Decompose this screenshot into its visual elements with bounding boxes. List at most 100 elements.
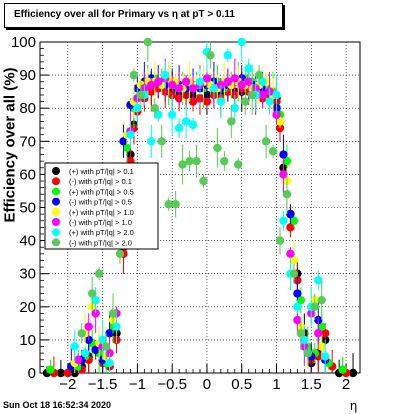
data-point xyxy=(314,276,323,285)
legend-entry: (-) with pT/|q| > 0.5 xyxy=(69,198,132,207)
data-point xyxy=(174,84,184,93)
data-point xyxy=(261,137,271,146)
data-point xyxy=(314,329,323,338)
data-point xyxy=(227,117,236,126)
data-point xyxy=(167,80,177,90)
data-point xyxy=(119,137,128,146)
data-point xyxy=(84,322,93,331)
data-point xyxy=(317,322,326,331)
data-point xyxy=(237,37,246,47)
chart-title-box: Efficiency over all for Primary vs η at … xyxy=(4,3,283,28)
data-point xyxy=(213,143,222,153)
data-point xyxy=(91,295,100,305)
chart-title: Efficiency over all for Primary vs η at … xyxy=(14,9,235,20)
data-point xyxy=(272,110,281,120)
data-point xyxy=(195,77,205,86)
data-point xyxy=(241,97,250,106)
y-tick-label: 80 xyxy=(19,100,36,117)
data-point xyxy=(185,156,194,166)
y-tick-label: 90 xyxy=(19,67,36,84)
y-tick-label: 30 xyxy=(19,266,36,283)
timestamp: Sun Oct 18 16:52:34 2020 xyxy=(3,400,112,410)
x-tick-label: −2 xyxy=(59,376,76,393)
data-point xyxy=(192,156,201,166)
data-point xyxy=(46,365,55,374)
data-point xyxy=(150,104,159,113)
data-point xyxy=(81,348,90,358)
data-point xyxy=(164,199,173,209)
data-point xyxy=(94,269,104,278)
data-point xyxy=(105,329,114,338)
data-point xyxy=(279,170,288,179)
data-point xyxy=(178,160,187,169)
data-point xyxy=(209,84,219,93)
data-point xyxy=(220,156,229,166)
data-point xyxy=(254,70,264,80)
data-point xyxy=(279,150,288,159)
data-point xyxy=(87,289,97,298)
y-tick-label: 60 xyxy=(19,166,36,183)
legend-entry: (+) with pT/|q| > 0.5 xyxy=(69,187,134,196)
y-tick-label: 10 xyxy=(19,332,36,349)
data-point xyxy=(202,97,212,106)
data-point xyxy=(293,302,302,311)
data-point xyxy=(230,104,239,113)
data-point xyxy=(258,90,267,100)
data-point xyxy=(303,348,313,358)
data-point xyxy=(143,37,153,47)
data-point xyxy=(300,335,309,345)
x-tick-label: −0.5 xyxy=(157,376,187,393)
data-point xyxy=(272,90,281,100)
legend-box xyxy=(44,162,159,250)
data-point xyxy=(154,77,163,86)
data-point xyxy=(265,97,274,106)
legend-entry: (-) with pT/|q| > 1.0 xyxy=(69,218,132,227)
data-point xyxy=(147,80,156,90)
legend-marker xyxy=(52,197,60,206)
data-point xyxy=(129,70,139,80)
data-point xyxy=(282,156,292,166)
data-point xyxy=(126,130,135,139)
data-point xyxy=(321,329,330,338)
data-point xyxy=(310,302,319,311)
data-point xyxy=(105,358,114,368)
data-point xyxy=(174,123,184,133)
x-tick-label: −1.5 xyxy=(88,376,118,393)
data-point xyxy=(244,64,253,73)
x-tick-label: 0 xyxy=(203,376,211,393)
data-point xyxy=(289,256,299,265)
y-tick-label: 70 xyxy=(19,133,36,150)
data-point xyxy=(237,80,246,90)
data-point xyxy=(223,51,233,60)
data-point xyxy=(282,190,292,199)
data-point xyxy=(216,97,226,106)
data-point xyxy=(338,365,347,374)
legend-entry: (+) with pT/|q| > 0.1 xyxy=(69,167,134,176)
data-point xyxy=(321,352,330,361)
data-point xyxy=(286,249,295,259)
x-axis-label: η xyxy=(350,398,358,413)
x-tick-label: 0.5 xyxy=(231,376,252,393)
data-point xyxy=(244,77,253,86)
data-point xyxy=(181,77,191,86)
legend-entry: (-) with pT/|q| > 0.1 xyxy=(69,177,132,186)
data-point xyxy=(268,147,278,156)
data-point xyxy=(101,342,111,351)
legend-marker xyxy=(52,238,60,247)
legend-entry: (+) with pT/|q| > 2.0 xyxy=(69,228,134,237)
y-tick-label: 20 xyxy=(19,299,36,316)
data-point xyxy=(136,90,146,100)
data-point xyxy=(98,335,107,345)
data-point xyxy=(199,176,208,186)
data-point xyxy=(230,74,239,83)
y-tick-label: 0 xyxy=(28,365,36,382)
data-point xyxy=(112,322,121,331)
data-point xyxy=(293,289,302,298)
x-tick-label: −1 xyxy=(129,376,146,393)
y-tick-label: 50 xyxy=(19,200,36,217)
data-point xyxy=(258,77,267,86)
data-point xyxy=(108,309,118,318)
legend-marker xyxy=(52,207,60,216)
